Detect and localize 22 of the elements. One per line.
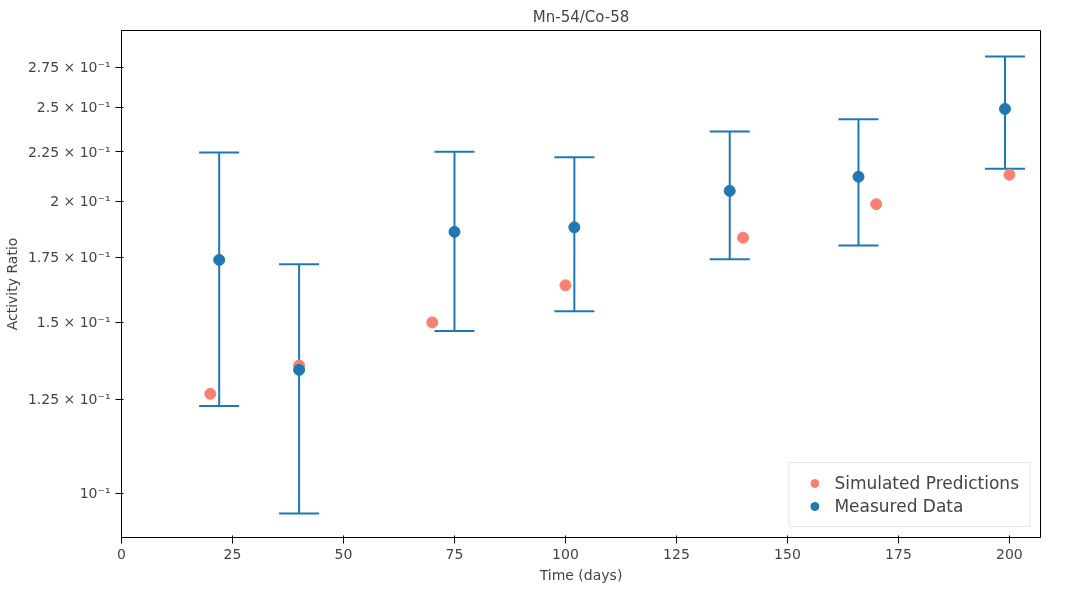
y-tick-label: 10⁻¹ bbox=[79, 485, 111, 502]
x-tick-label: 200 bbox=[996, 545, 1023, 562]
y-tick-label: 2.5 × 10⁻¹ bbox=[36, 99, 111, 116]
y-tick-label: 1.75 × 10⁻¹ bbox=[27, 249, 111, 266]
x-tick-label: 150 bbox=[774, 545, 801, 562]
x-axis-title: Time (days) bbox=[538, 566, 623, 583]
x-tick-label: 75 bbox=[445, 545, 464, 562]
y-axis-title: Activity Ratio bbox=[3, 237, 20, 331]
legend-label: Measured Data bbox=[834, 496, 964, 516]
x-tick-label: 0 bbox=[117, 545, 126, 562]
y-tick-label: 2 × 10⁻¹ bbox=[50, 193, 111, 210]
y-tick-label: 1.5 × 10⁻¹ bbox=[36, 314, 111, 331]
x-tick-label: 100 bbox=[552, 545, 579, 562]
chart-title: Mn-54/Co-58 bbox=[532, 7, 630, 26]
x-tick-label: 25 bbox=[223, 545, 242, 562]
x-tick-label: 175 bbox=[885, 545, 912, 562]
y-tick-label: 1.25 × 10⁻¹ bbox=[27, 391, 111, 408]
legend-label: Simulated Predictions bbox=[834, 473, 1019, 493]
x-tick-label: 125 bbox=[663, 545, 690, 562]
x-tick-label: 50 bbox=[334, 545, 353, 562]
y-tick-label: 2.25 × 10⁻¹ bbox=[27, 143, 111, 160]
y-tick-label: 2.75 × 10⁻¹ bbox=[27, 59, 111, 76]
